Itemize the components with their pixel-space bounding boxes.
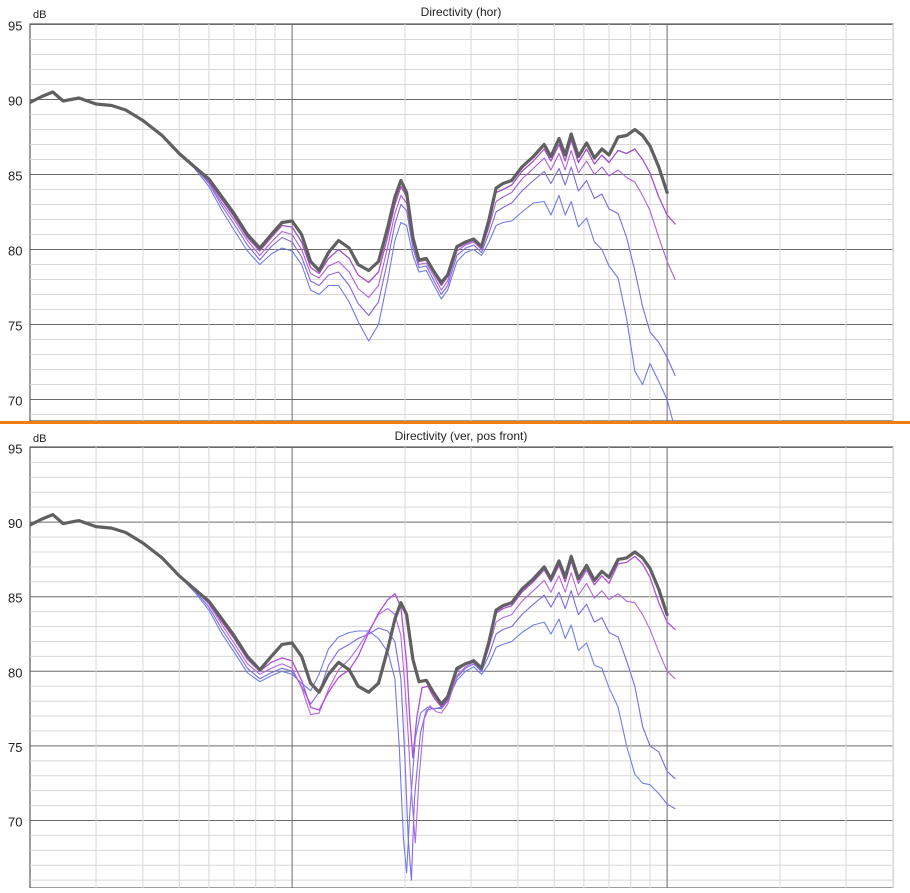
y-tick-label: 85 bbox=[8, 169, 22, 184]
y-tick-label: 90 bbox=[8, 516, 22, 531]
y-tick-label: 90 bbox=[8, 94, 22, 109]
y-tick-label: 95 bbox=[8, 442, 22, 457]
chart-title: Directivity (ver, pos front) bbox=[395, 429, 528, 443]
series-line-4[interactable] bbox=[30, 514, 676, 874]
y-tick-label: 75 bbox=[8, 740, 22, 755]
y-tick-label: 95 bbox=[8, 19, 22, 34]
y-tick-label: 70 bbox=[8, 815, 22, 830]
y-tick-label: 75 bbox=[8, 319, 22, 334]
y-tick-label: 85 bbox=[8, 591, 22, 606]
y-axis-unit-label: dB bbox=[33, 9, 46, 21]
chart-horizontal-directivity: 95 90 85 80 75 70 dB Directivity (hor) bbox=[8, 5, 894, 422]
plot-area[interactable] bbox=[29, 23, 894, 422]
y-tick-label: 80 bbox=[8, 244, 22, 259]
series-line-0[interactable] bbox=[30, 90, 669, 285]
chart-vertical-directivity: 95 90 85 80 75 70 dB Directivity (ver, pos fron… bbox=[8, 429, 894, 889]
y-axis-unit-label: dB bbox=[33, 433, 46, 445]
chart-title: Directivity (hor) bbox=[421, 5, 502, 19]
panel-divider[interactable] bbox=[0, 421, 910, 424]
y-tick-label: 80 bbox=[8, 665, 22, 680]
series-line-3[interactable] bbox=[30, 514, 676, 881]
y-tick-label: 70 bbox=[8, 394, 22, 409]
series-line-0[interactable] bbox=[30, 513, 669, 706]
